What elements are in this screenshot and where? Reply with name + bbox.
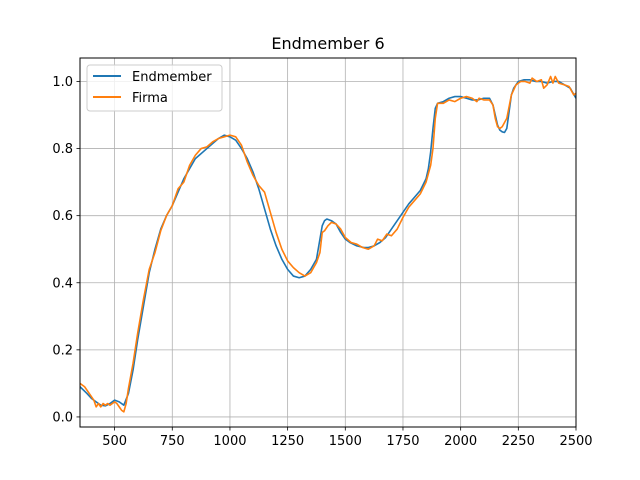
series-line-firma xyxy=(80,75,576,413)
legend-label-firma: Firma xyxy=(132,91,168,106)
x-tick-label: 750 xyxy=(160,434,185,449)
chart-title: Endmember 6 xyxy=(271,34,384,53)
y-tick-label: 0.6 xyxy=(52,209,73,224)
x-tick-label: 2250 xyxy=(502,434,535,449)
x-axis: 500 750 1000 1250 1500 1750 2000 2250 2500 xyxy=(102,427,593,449)
x-tick-label: 500 xyxy=(102,434,127,449)
y-tick-label: 1.0 xyxy=(52,75,73,90)
y-tick-label: 0.2 xyxy=(52,343,73,358)
y-tick-label: 0.8 xyxy=(52,142,73,157)
y-axis: 0.0 0.2 0.4 0.6 0.8 1.0 xyxy=(52,75,80,425)
series-layer xyxy=(80,75,576,413)
x-tick-label: 2000 xyxy=(444,434,477,449)
legend: Endmember Firma xyxy=(86,64,223,112)
x-tick-label: 1250 xyxy=(271,434,304,449)
legend-label-endmember: Endmember xyxy=(132,70,212,85)
x-tick-label: 1500 xyxy=(329,434,362,449)
x-tick-label: 2500 xyxy=(559,434,592,449)
x-tick-label: 1000 xyxy=(213,434,246,449)
x-tick-label: 1750 xyxy=(386,434,419,449)
y-tick-label: 0.0 xyxy=(52,410,73,425)
y-tick-label: 0.4 xyxy=(52,276,73,291)
plot-frame xyxy=(79,57,577,428)
